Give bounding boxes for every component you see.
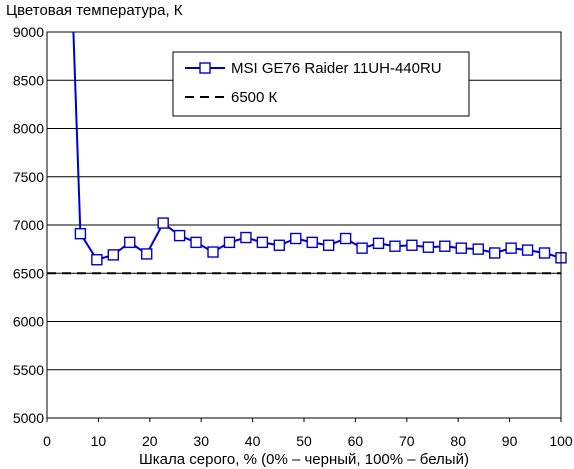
legend: MSI GE76 Raider 11UH-440RU 6500 К xyxy=(172,51,470,117)
x-axis-title: Шкала серого, % (0% – черный, 100% – бел… xyxy=(139,451,469,468)
data-point-marker xyxy=(538,247,551,259)
data-point-marker xyxy=(207,246,219,258)
data-point-marker xyxy=(322,239,335,251)
y-tick-label: 6000 xyxy=(13,314,44,330)
data-point-marker xyxy=(505,242,517,254)
data-point-marker xyxy=(455,242,467,254)
y-tick-label: 5500 xyxy=(13,362,44,378)
x-tick-label: 60 xyxy=(348,433,364,449)
data-point-marker xyxy=(290,232,302,245)
data-point-marker xyxy=(273,239,286,251)
y-tick-label: 7500 xyxy=(13,169,44,185)
data-point-marker xyxy=(173,229,186,242)
data-point-marker xyxy=(372,237,385,250)
data-point-marker xyxy=(439,240,451,252)
data-point-marker xyxy=(256,236,269,249)
data-point-marker xyxy=(521,244,534,256)
legend-series-label: MSI GE76 Raider 11UH-440RU xyxy=(231,60,442,77)
data-point-marker xyxy=(306,236,318,249)
data-point-marker xyxy=(422,241,435,253)
data-point-marker xyxy=(406,239,418,251)
data-point-marker xyxy=(91,254,103,266)
data-point-marker xyxy=(107,249,120,261)
x-tick-label: 90 xyxy=(502,433,518,449)
x-tick-label: 100 xyxy=(549,433,573,449)
series-line xyxy=(72,32,561,261)
x-tick-label: 40 xyxy=(245,433,261,449)
legend-reference-label: 6500 К xyxy=(231,89,278,106)
data-point-marker xyxy=(74,227,87,240)
data-point-marker xyxy=(124,236,136,249)
y-tick-label: 6500 xyxy=(13,265,44,281)
data-point-marker xyxy=(389,240,401,252)
x-tick-labels: 0 10 20 30 40 50 60 70 80 90 100 xyxy=(43,418,573,449)
data-point-marker xyxy=(157,217,169,229)
x-tick-label: 20 xyxy=(142,433,158,449)
data-point-marker xyxy=(488,247,501,259)
legend-box xyxy=(172,51,470,117)
x-tick-label: 70 xyxy=(399,433,415,449)
data-point-marker xyxy=(190,236,202,249)
data-point-marker xyxy=(472,243,484,255)
y-tick-label: 5000 xyxy=(13,410,44,426)
y-tick-label: 8000 xyxy=(13,121,44,137)
data-point-marker xyxy=(223,236,236,249)
x-tick-label: 10 xyxy=(91,433,107,449)
y-tick-label: 9000 xyxy=(13,24,44,40)
data-point-marker xyxy=(339,232,352,245)
y-tick-label: 8500 xyxy=(13,72,44,88)
x-tick-label: 30 xyxy=(193,433,209,449)
x-tick-label: 0 xyxy=(43,433,51,449)
x-tick-label: 50 xyxy=(296,433,312,449)
data-point-marker xyxy=(356,242,368,254)
x-tick-label: 80 xyxy=(450,433,466,449)
data-point-marker xyxy=(141,248,153,260)
data-point-marker xyxy=(240,231,252,244)
y-axis-title: Цветовая температура, К xyxy=(6,2,183,19)
legend-series-marker xyxy=(199,62,211,74)
y-tick-labels: 5000 5500 6000 6500 7000 7500 8000 8500 9000 xyxy=(13,24,44,426)
y-tick-label: 7000 xyxy=(13,217,44,233)
